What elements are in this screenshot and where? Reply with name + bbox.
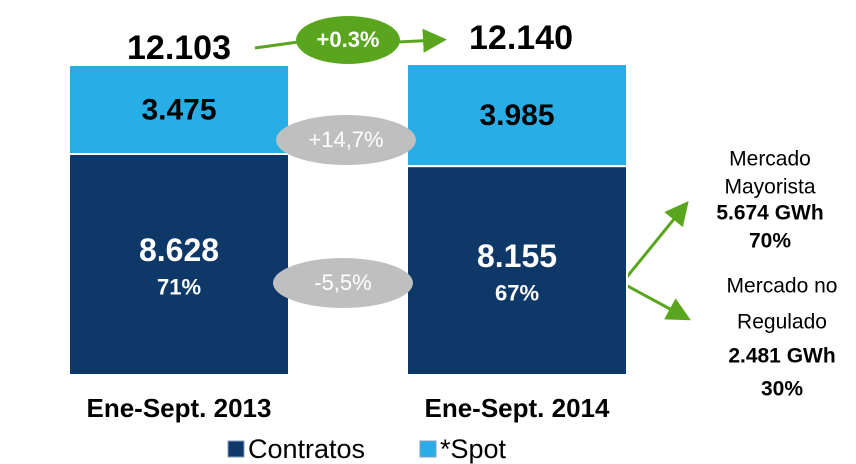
bar-segment [68,152,290,376]
breakdown-label: Mayorista [724,176,815,199]
legend-label: *Spot [440,434,507,464]
breakdown-label: Mercado no [727,275,838,298]
breakdown-share: 70% [749,230,791,253]
value-label: 3.475 [141,93,216,126]
share-label: 71% [157,274,201,299]
share-label: 67% [495,280,539,305]
legend-label: Contratos [248,434,365,464]
breakdown-label: Regulado [737,311,827,334]
change-badge [276,115,416,165]
bar-segment [68,63,290,155]
legend-swatch [419,440,437,458]
value-label: 8.155 [477,238,557,274]
arrows [254,28,691,321]
arrow [621,281,691,321]
arrow [397,28,447,53]
change-badge [296,16,400,64]
total-label: 12.140 [469,19,573,57]
breakdown-share: 30% [761,378,803,401]
value-label: 3.985 [479,99,554,132]
arrow [620,201,689,284]
x-tick-label: Ene-Sept. 2014 [425,393,611,423]
value-label: 8.628 [139,232,219,268]
change-label: -5,5% [314,270,371,295]
bar-segment [406,165,628,376]
legend-swatch [227,440,245,458]
breakdown-value: 2.481 GWh [728,345,835,368]
change-label: +14,7% [308,127,383,152]
bar-segment [406,63,628,168]
x-tick-label: Ene-Sept. 2013 [87,393,272,423]
change-label: +0.3% [317,27,380,52]
total-label: 12.103 [127,29,231,67]
change-badge [273,258,413,308]
arrow [254,40,299,50]
breakdown-label: Mercado [729,148,811,171]
breakdown-value: 5.674 GWh [716,202,823,225]
